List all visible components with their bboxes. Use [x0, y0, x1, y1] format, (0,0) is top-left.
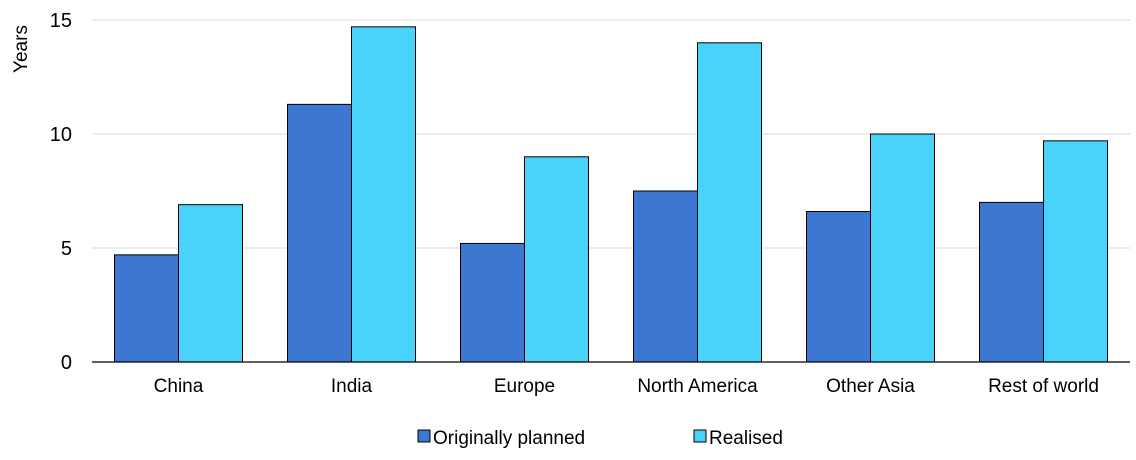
bar-planned: [460, 242, 525, 363]
legend: Originally planned Realised: [417, 428, 783, 449]
y-tick-label: 10: [50, 124, 72, 146]
legend-swatch: [693, 429, 707, 443]
bar-realised: [870, 133, 935, 363]
y-axis-ticks: 0 5 10 15: [50, 10, 72, 374]
y-tick-label: 0: [61, 352, 72, 374]
gridlines: [92, 19, 1130, 249]
x-tick-label: China: [154, 376, 204, 397]
bar-realised: [178, 204, 243, 363]
x-tick-label: Rest of world: [988, 376, 1099, 397]
legend-swatch: [417, 429, 431, 443]
x-tick-label: Europe: [494, 376, 555, 397]
bar-realised: [351, 26, 416, 363]
y-axis-title: Years: [11, 25, 32, 73]
bar-realised: [524, 156, 589, 363]
bars: [114, 26, 1108, 363]
bar-planned: [633, 190, 698, 363]
x-axis-labels: China India Europe North America Other Asia R…: [154, 376, 1099, 397]
bar-planned: [287, 103, 352, 363]
y-tick-label: 5: [61, 238, 72, 260]
bar-planned: [979, 201, 1044, 363]
bar-planned: [114, 254, 179, 363]
x-tick-label: Other Asia: [826, 376, 915, 397]
legend-label: Originally planned: [433, 428, 585, 449]
legend-label: Realised: [709, 428, 783, 449]
y-tick-label: 15: [50, 10, 72, 32]
bar-realised: [697, 42, 762, 363]
x-tick-label: India: [331, 376, 373, 397]
bar-planned: [806, 211, 871, 363]
x-tick-label: North America: [637, 376, 758, 397]
bar-realised: [1043, 140, 1108, 363]
